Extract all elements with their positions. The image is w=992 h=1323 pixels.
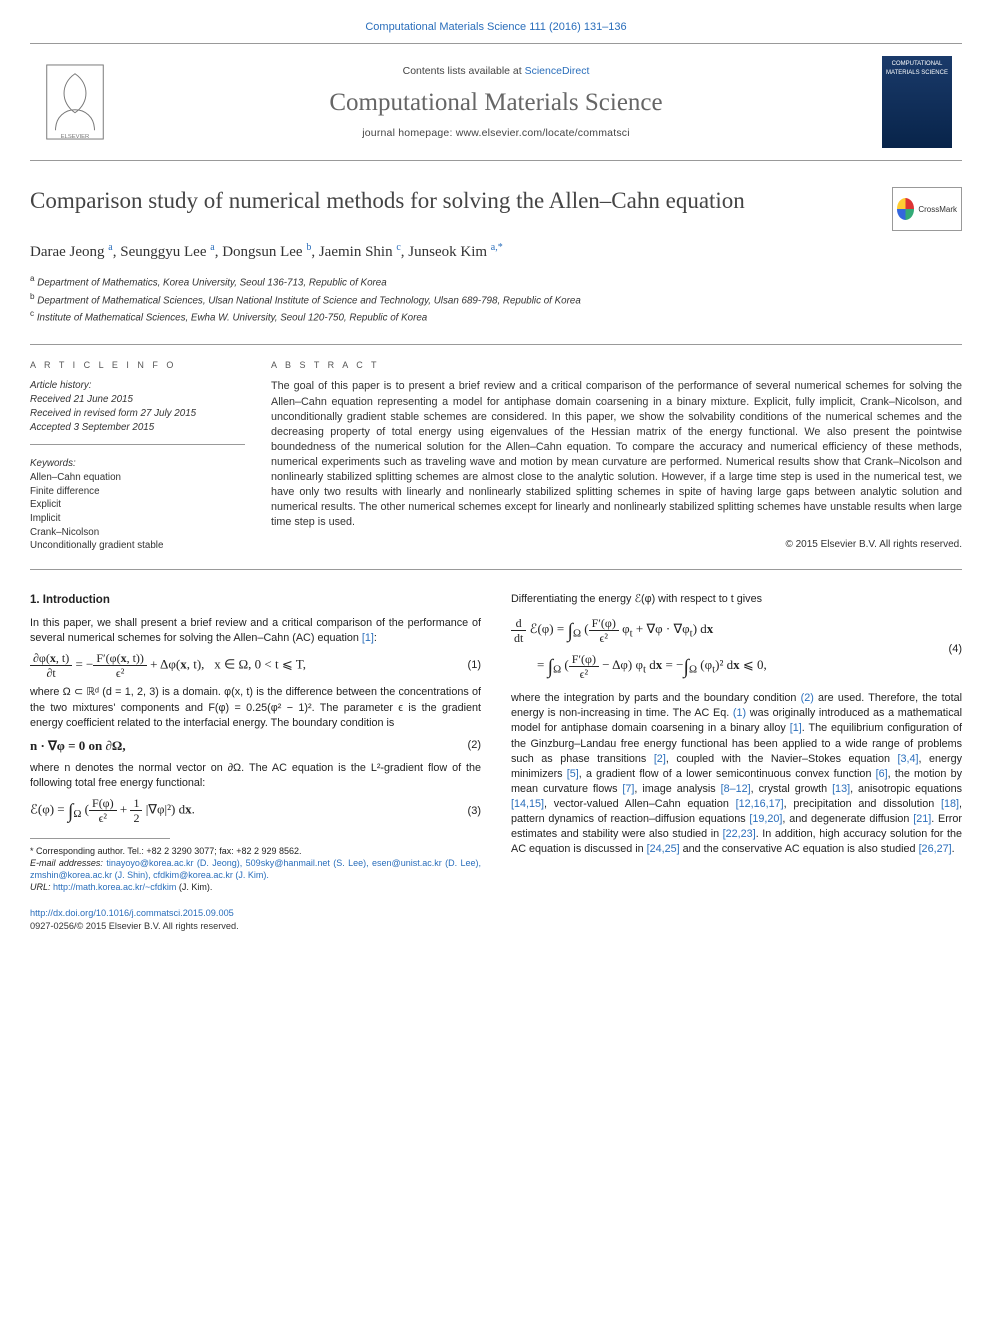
affiliation-c: c Institute of Mathematical Sciences, Ew… — [30, 308, 962, 325]
right-column: Differentiating the energy ℰ(φ) with res… — [511, 592, 962, 933]
eq4-number: (4) — [949, 642, 962, 657]
journal-header: ELSEVIER Contents lists available at Sci… — [30, 43, 962, 161]
affiliation-a: a Department of Mathematics, Korea Unive… — [30, 273, 962, 290]
eq3-number: (3) — [468, 804, 481, 819]
eq1-number: (1) — [468, 658, 481, 673]
affiliation-b: b Department of Mathematical Sciences, U… — [30, 291, 962, 308]
doi-block: http://dx.doi.org/10.1016/j.commatsci.20… — [30, 907, 481, 933]
citation-link[interactable]: [1] — [362, 632, 374, 644]
equation-4: ddt ℰ(φ) = ∫Ω (F′(φ)ϵ² φt + ∇φ · ∇φt) dx… — [511, 613, 962, 685]
equation-3: ℰ(φ) = ∫Ω (F(φ)ϵ² + 12 |∇φ|²) dx. (3) — [30, 797, 481, 825]
history-accepted: Accepted 3 September 2015 — [30, 421, 245, 435]
homepage-url: www.elsevier.com/locate/commatsci — [456, 127, 630, 139]
abstract-text: The goal of this paper is to present a b… — [271, 379, 962, 530]
affiliations: a Department of Mathematics, Korea Unive… — [30, 273, 962, 325]
eq1-math: ∂φ(x, t)∂t = −F′(φ(x, t))ϵ² + Δφ(x, t), … — [30, 652, 460, 679]
keyword: Unconditionally gradient stable — [30, 539, 245, 553]
keyword: Finite difference — [30, 485, 245, 499]
article-info-heading: A R T I C L E I N F O — [30, 359, 245, 372]
eq2-number: (2) — [468, 738, 481, 753]
issn-line: 0927-0256/© 2015 Elsevier B.V. All right… — [30, 921, 239, 931]
equation-2: n · ∇φ = 0 on ∂Ω, (2) — [30, 737, 481, 755]
paragraph: Differentiating the energy ℰ(φ) with res… — [511, 592, 962, 607]
article-info-column: A R T I C L E I N F O Article history: R… — [30, 359, 245, 553]
journal-cover: COMPUTATIONAL MATERIALS SCIENCE — [882, 56, 952, 148]
history-heading: Article history: — [30, 379, 245, 393]
emails-line: E-mail addresses: tinayoyo@korea.ac.kr (… — [30, 857, 481, 881]
eq3-math: ℰ(φ) = ∫Ω (F(φ)ϵ² + 12 |∇φ|²) dx. — [30, 797, 460, 825]
paper-title: Comparison study of numerical methods fo… — [30, 187, 876, 216]
keyword: Implicit — [30, 512, 245, 526]
journal-name: Computational Materials Science — [124, 85, 868, 120]
abstract-heading: A B S T R A C T — [271, 359, 962, 372]
eq2-math: n · ∇φ = 0 on ∂Ω, — [30, 737, 460, 755]
homepage-prefix: journal homepage: — [362, 127, 456, 139]
corresponding-author: * Corresponding author. Tel.: +82 2 3290… — [30, 845, 481, 857]
running-head: Computational Materials Science 111 (201… — [30, 20, 962, 35]
contents-prefix: Contents lists available at — [403, 65, 525, 77]
paragraph: where the integration by parts and the b… — [511, 691, 962, 857]
keywords-block: Keywords: Allen–Cahn equation Finite dif… — [30, 457, 245, 553]
sciencedirect-link[interactable]: ScienceDirect — [525, 65, 590, 77]
body-columns: 1. Introduction In this paper, we shall … — [30, 592, 962, 933]
section-heading: 1. Introduction — [30, 592, 481, 608]
keyword: Explicit — [30, 498, 245, 512]
crossmark-label: CrossMark — [918, 204, 957, 215]
abstract-copyright: © 2015 Elsevier B.V. All rights reserved… — [271, 538, 962, 552]
intro-paragraph: In this paper, we shall present a brief … — [30, 616, 481, 646]
footnotes: * Corresponding author. Tel.: +82 2 3290… — [30, 845, 481, 894]
abstract-column: A B S T R A C T The goal of this paper i… — [271, 359, 962, 553]
doi-link[interactable]: http://dx.doi.org/10.1016/j.commatsci.20… — [30, 908, 234, 918]
info-abstract-block: A R T I C L E I N F O Article history: R… — [30, 344, 962, 570]
left-column: 1. Introduction In this paper, we shall … — [30, 592, 481, 933]
crossmark-badge[interactable]: CrossMark — [892, 187, 962, 231]
history-revised: Received in revised form 27 July 2015 — [30, 407, 245, 421]
author-url-link[interactable]: http://math.korea.ac.kr/~cfdkim — [53, 882, 176, 892]
contents-line: Contents lists available at ScienceDirec… — [124, 64, 868, 79]
keywords-heading: Keywords: — [30, 457, 245, 471]
journal-homepage-line: journal homepage: www.elsevier.com/locat… — [124, 126, 868, 141]
history-received: Received 21 June 2015 — [30, 393, 245, 407]
journal-header-center: Contents lists available at ScienceDirec… — [124, 64, 868, 140]
footnote-separator — [30, 838, 170, 839]
keyword: Crank–Nicolson — [30, 526, 245, 540]
paragraph: where Ω ⊂ ℝᵈ (d = 1, 2, 3) is a domain. … — [30, 685, 481, 730]
url-line: URL: http://math.korea.ac.kr/~cfdkim (J.… — [30, 881, 481, 893]
paragraph: where n denotes the normal vector on ∂Ω.… — [30, 761, 481, 791]
article-history: Article history: Received 21 June 2015 R… — [30, 379, 245, 445]
running-head-link[interactable]: Computational Materials Science 111 (201… — [365, 21, 626, 33]
equation-1: ∂φ(x, t)∂t = −F′(φ(x, t))ϵ² + Δφ(x, t), … — [30, 652, 481, 679]
svg-text:ELSEVIER: ELSEVIER — [61, 134, 90, 140]
eq4-math: ddt ℰ(φ) = ∫Ω (F′(φ)ϵ² φt + ∇φ · ∇φt) dx… — [511, 613, 941, 685]
elsevier-logo: ELSEVIER — [40, 62, 110, 142]
keyword: Allen–Cahn equation — [30, 471, 245, 485]
authors-line: Darae Jeong a, Seunggyu Lee a, Dongsun L… — [30, 241, 962, 263]
crossmark-icon — [897, 198, 914, 220]
